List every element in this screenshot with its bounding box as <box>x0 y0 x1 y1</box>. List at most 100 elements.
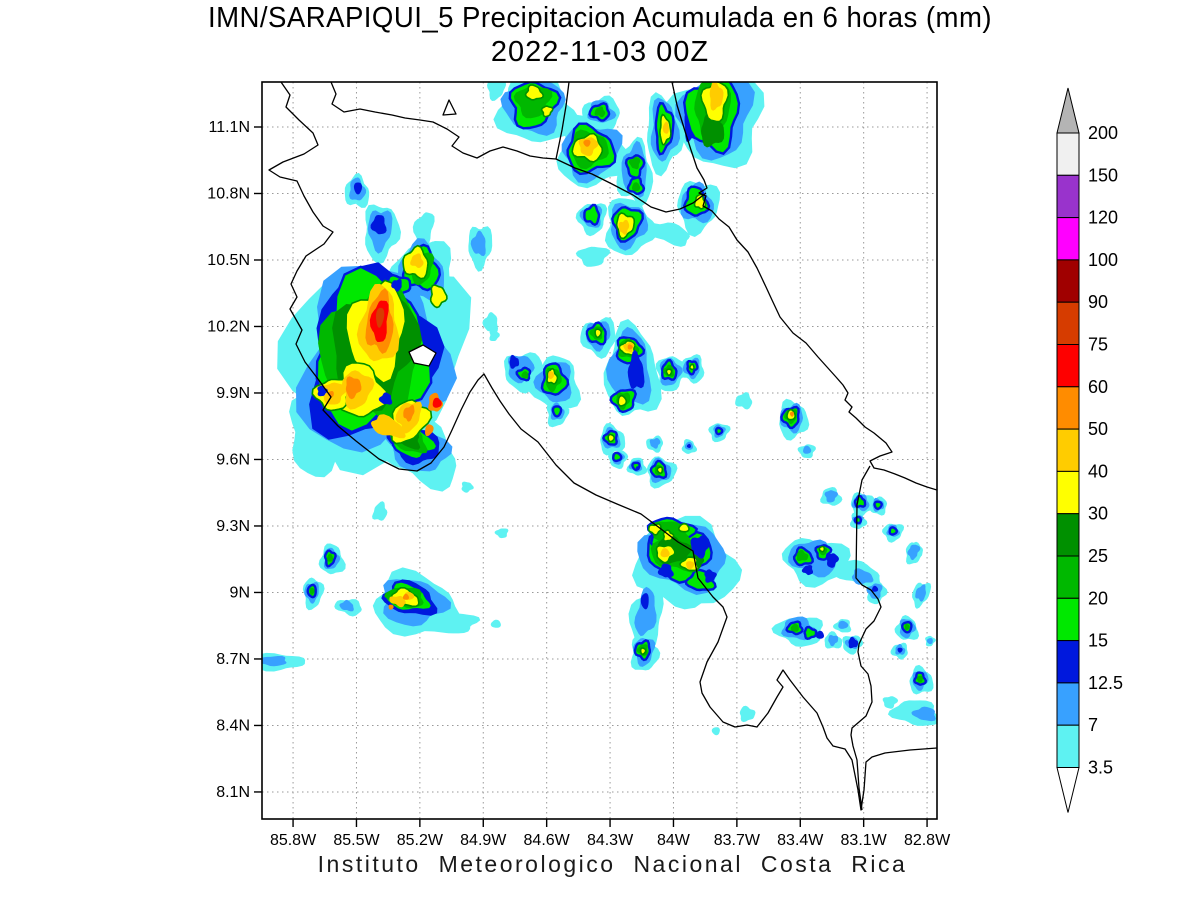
precip-cell <box>618 219 630 235</box>
precip-cell <box>704 569 717 583</box>
lat-tick-label: 9N <box>230 584 250 601</box>
precip-cell <box>739 705 756 723</box>
lat-tick-label: 11.1N <box>208 119 250 136</box>
precip-cell <box>376 307 385 328</box>
precip-cell <box>370 414 406 439</box>
precip-cell <box>339 599 354 612</box>
colorbar-band <box>1056 640 1080 684</box>
colorbar-label: 75 <box>1088 335 1108 355</box>
precip-cell <box>345 376 362 400</box>
precip-cell <box>789 411 794 417</box>
precip-cell <box>617 394 628 407</box>
colorbar-label: 50 <box>1088 419 1108 439</box>
precip-cell <box>897 647 903 653</box>
precip-cell <box>690 534 710 559</box>
precip-cell <box>818 545 826 553</box>
precip-cell <box>657 563 674 578</box>
precip-cell <box>412 212 435 247</box>
colorbar-band <box>1056 428 1080 472</box>
precip-cell <box>686 443 691 448</box>
colorbar-band <box>1056 513 1080 557</box>
precip-cell <box>701 112 725 148</box>
precip-cell <box>489 328 500 341</box>
precip-cell <box>709 82 724 111</box>
precip-cell <box>803 625 818 641</box>
lat-tick-label: 8.4N <box>216 717 250 734</box>
map-outlines-group <box>268 82 937 811</box>
lat-tick-label: 8.1N <box>216 784 250 801</box>
precip-cell <box>838 620 849 629</box>
precip-cell <box>649 437 661 449</box>
precip-cell <box>548 371 555 380</box>
precip-cell <box>848 636 859 649</box>
precip-cell <box>402 593 410 600</box>
precip-cell <box>888 526 899 536</box>
colorbar-band <box>1056 386 1080 430</box>
lon-tick-label: 83.1W <box>841 832 888 849</box>
precip-cell <box>410 253 424 268</box>
precip-cell <box>926 638 933 645</box>
precip-cell <box>689 363 695 371</box>
precip-cell <box>826 553 839 568</box>
precip-cell <box>851 568 874 585</box>
colorbar-band <box>1056 217 1080 261</box>
colorbar-band <box>1056 682 1080 726</box>
precip-cell <box>540 105 554 118</box>
precip-cell <box>828 635 839 647</box>
precip-cell <box>389 595 406 608</box>
colorbar-band <box>1056 344 1080 388</box>
precip-cell <box>882 696 899 709</box>
colorbar-label: 7 <box>1088 715 1098 735</box>
colorbar-label: 12.5 <box>1088 673 1123 693</box>
colorbar-band <box>1056 174 1080 219</box>
precip-cell <box>915 584 926 602</box>
colorbar-band <box>1056 724 1080 769</box>
precip-cell <box>677 522 690 533</box>
precip-cell <box>482 312 498 333</box>
lat-tick-label: 10.2N <box>207 318 250 335</box>
precip-cell <box>634 586 657 637</box>
precip-cell <box>607 433 616 443</box>
precip-cell <box>611 451 623 463</box>
colorbar-label: 200 <box>1088 123 1118 143</box>
footer-credit: Instituto Meteorologico Nacional Costa R… <box>317 851 908 877</box>
precip-cell <box>916 675 923 683</box>
precip-cell <box>583 139 591 147</box>
colorbar-label: 150 <box>1088 165 1118 185</box>
axis-ticks-group <box>254 126 928 827</box>
precip-cell <box>662 121 669 134</box>
precip-cell <box>509 354 520 369</box>
precip-cell <box>715 426 724 436</box>
precip-cell <box>521 371 529 379</box>
precip-cell <box>594 106 606 118</box>
colorbar-label: 90 <box>1088 292 1108 312</box>
precip-cell <box>796 549 809 561</box>
precip-cell <box>711 727 720 736</box>
colorbar-band <box>1056 597 1080 642</box>
precip-cell <box>370 215 387 235</box>
lon-tick-label: 85.5W <box>333 832 380 849</box>
precip-cell <box>262 656 287 667</box>
lake-island-outline <box>442 99 457 116</box>
lat-tick-label: 9.9N <box>216 385 250 402</box>
colorbar-under-arrow <box>1056 767 1080 813</box>
panama-border-line <box>850 465 882 811</box>
colorbar-band <box>1056 132 1080 176</box>
colorbar-label: 60 <box>1088 377 1108 397</box>
pacific-coastline <box>268 82 937 811</box>
colorbar-label: 15 <box>1088 631 1108 651</box>
precip-cell <box>640 593 649 610</box>
precip-cell <box>461 481 474 493</box>
precip-cell <box>378 392 393 405</box>
precip-cell <box>853 515 862 525</box>
precip-cell <box>790 623 799 632</box>
precip-cell <box>353 182 363 195</box>
colorbar-label: 20 <box>1088 588 1108 608</box>
lon-tick-label: 84.6W <box>524 832 571 849</box>
axis-labels-group: 11.1N 10.8N 10.5N 10.2N 9.9N 9.6N 9.3N 9N 8.7N 8.… <box>207 119 951 849</box>
precip-cell <box>388 604 394 610</box>
colorbar-band <box>1056 470 1080 515</box>
caribbean-coastline <box>671 82 937 491</box>
